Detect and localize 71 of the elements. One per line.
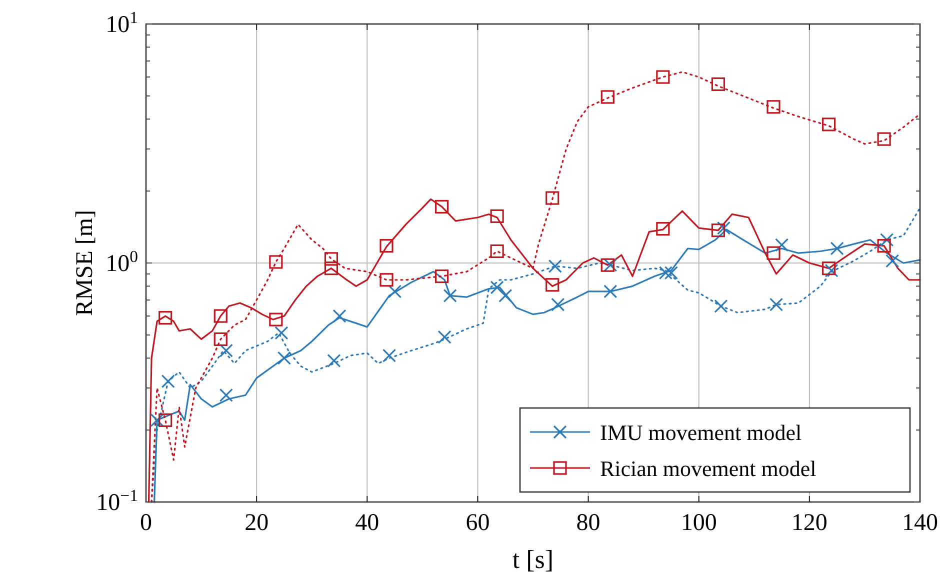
point (600, 90, 614, 104)
x-tick-label: 100 (680, 510, 717, 536)
legend-label: Rician movement model (600, 456, 816, 481)
point (711, 77, 726, 91)
point (877, 132, 891, 146)
x-tick-label: 140 (902, 510, 938, 536)
x-tick-label: 40 (355, 510, 380, 536)
y-tick-label: 10$^{−1}$ (96, 486, 138, 516)
point (434, 200, 449, 214)
point (158, 413, 172, 427)
point (327, 354, 341, 368)
point (546, 191, 560, 205)
point (443, 288, 457, 302)
point (214, 309, 228, 323)
point (434, 269, 449, 284)
point (716, 221, 731, 235)
point (822, 262, 836, 276)
point (822, 118, 836, 132)
point (324, 252, 338, 266)
point (824, 264, 838, 278)
x-tick-label: 0 (140, 510, 152, 536)
point (766, 246, 780, 260)
point (150, 413, 164, 427)
y-tick-label: 10$^{1}$ (106, 8, 138, 38)
point (490, 209, 504, 223)
point (604, 284, 618, 298)
point (214, 332, 228, 346)
point (714, 299, 728, 313)
y-axis-title: RMSE [m] (72, 210, 98, 316)
point (382, 348, 396, 362)
x-tick-label: 20 (244, 510, 269, 536)
x-axis-title: t [s] (512, 545, 554, 574)
point (774, 238, 789, 252)
point (546, 278, 560, 292)
point (664, 266, 678, 280)
point (769, 298, 784, 312)
point (274, 326, 288, 340)
point (219, 388, 233, 402)
point (277, 351, 292, 365)
point (324, 262, 338, 276)
point (830, 242, 844, 256)
point (380, 239, 394, 253)
point (269, 312, 283, 326)
point (498, 288, 512, 302)
point (158, 310, 172, 325)
point (490, 244, 504, 258)
point (548, 259, 562, 273)
legend-label: IMU movement model (600, 420, 802, 445)
point (766, 100, 780, 114)
point (600, 258, 614, 272)
point (438, 330, 452, 344)
x-tick-label: 120 (791, 510, 828, 536)
point (658, 266, 672, 280)
point (551, 298, 565, 312)
point (880, 233, 894, 247)
x-tick-label: 60 (466, 510, 490, 536)
x-tick-label: 80 (576, 510, 600, 536)
point (656, 70, 670, 84)
point (656, 222, 670, 236)
point (877, 239, 891, 253)
point (388, 284, 402, 298)
point (380, 273, 394, 287)
point (161, 374, 175, 388)
line-series (150, 71, 921, 503)
point (711, 224, 726, 238)
point (490, 280, 504, 294)
point (269, 255, 283, 269)
point (332, 309, 346, 323)
y-tick-label: 10$^{0}$ (106, 246, 138, 277)
point (219, 344, 233, 358)
point (886, 254, 900, 268)
